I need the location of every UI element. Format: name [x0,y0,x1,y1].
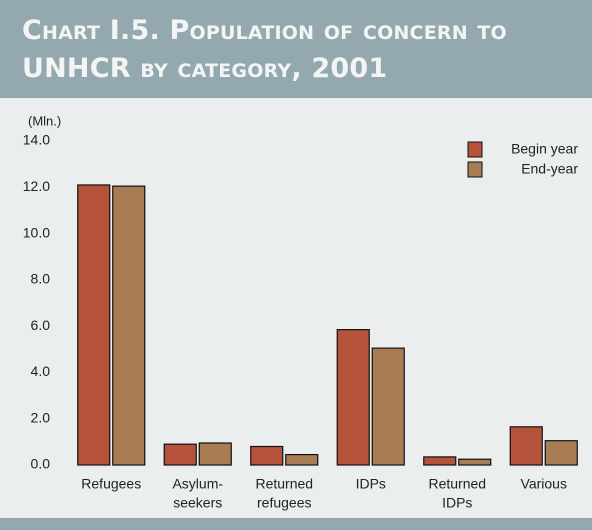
y-tick-label: 14.0 [23,132,50,148]
x-tick-label: IDPs [356,476,386,492]
y-tick-label: 10.0 [23,224,50,240]
legend-swatch [467,161,483,178]
x-tick-label: Various [521,476,567,492]
bar [198,442,232,466]
x-tick-label: Asylum- [172,476,223,492]
legend-label: End-year [521,161,578,177]
bar [544,440,578,466]
y-tick-label: 6.0 [31,317,51,333]
bar [509,426,543,466]
legend-swatch [467,141,483,158]
x-tick-label: Returned [428,476,486,492]
y-tick-label: 2.0 [31,409,51,425]
header-band: Chart I.5. Population of concern to UNHC… [0,0,592,98]
y-axis-label: (Mln.) [28,113,61,128]
chart: (Mln.) 0.0 2.0 4.0 6.0 8.0 10.0 12.0 14.0 Refuge… [23,113,579,511]
chart-title: Chart I.5. Population of concern to UNHC… [22,15,507,84]
x-tick-label: seekers [173,495,222,511]
bar [250,445,284,466]
bar [371,347,405,466]
x-tick-label: Returned [255,476,313,492]
x-tick-label: IDPs [442,495,472,511]
bar [112,185,146,466]
bar [336,329,370,466]
y-tick-label: 4.0 [31,363,51,379]
y-tick-label: 0.0 [31,456,51,472]
y-tick-label: 8.0 [31,271,51,287]
bar [458,458,492,466]
y-tick-label: 12.0 [23,178,50,194]
bar [423,456,457,466]
footer-band [0,518,592,530]
legend-label: Begin year [511,141,578,157]
x-tick-label: Refugees [81,476,141,492]
bar [163,443,197,466]
bar [77,184,111,466]
x-tick-label: refugees [257,495,311,511]
bar [285,453,319,466]
